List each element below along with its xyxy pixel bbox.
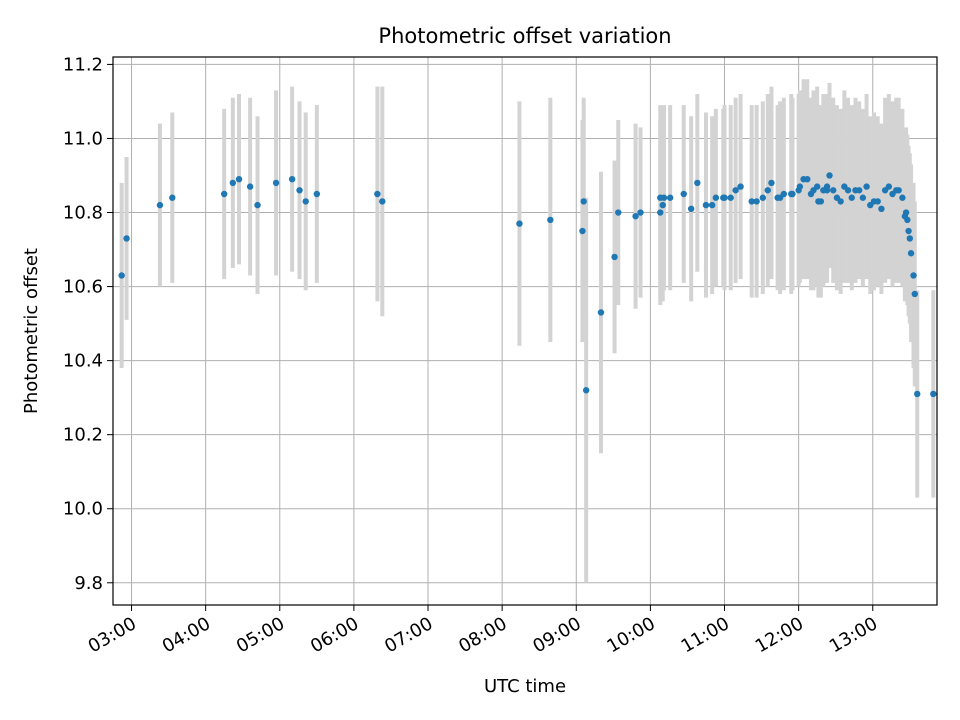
data-point <box>910 272 917 279</box>
y-tick-label: 10.8 <box>63 203 103 224</box>
y-tick-label: 10.0 <box>63 499 103 520</box>
data-point <box>637 209 644 216</box>
data-point <box>737 183 744 190</box>
data-point <box>859 194 867 201</box>
data-point <box>516 220 523 227</box>
data-point <box>748 198 755 205</box>
data-point <box>156 201 164 209</box>
data-point <box>830 187 837 194</box>
data-point <box>732 187 739 194</box>
data-point <box>899 194 906 201</box>
data-point <box>660 194 668 201</box>
data-point <box>302 198 309 205</box>
data-point <box>930 390 937 398</box>
data-point <box>708 201 716 209</box>
data-point <box>666 194 674 201</box>
data-point <box>759 194 767 201</box>
data-point <box>855 187 863 194</box>
data-point <box>254 201 261 209</box>
data-point <box>547 216 554 224</box>
data-point <box>712 194 720 201</box>
data-point <box>611 253 618 261</box>
data-point <box>229 179 237 187</box>
data-point <box>796 183 804 190</box>
y-tick-label: 10.2 <box>63 425 103 446</box>
data-point <box>753 198 760 205</box>
data-point <box>694 179 701 187</box>
axes-frame <box>112 56 938 606</box>
data-point <box>907 250 915 257</box>
data-point <box>878 205 885 213</box>
data-point <box>848 194 855 201</box>
y-axis-label: Photometric offset <box>21 248 42 414</box>
data-point <box>914 390 921 398</box>
data-point <box>905 227 912 235</box>
y-tick-label: 10.6 <box>63 277 103 298</box>
data-point <box>837 198 844 205</box>
data-point <box>804 175 811 183</box>
data-point <box>296 187 303 194</box>
data-point <box>118 272 125 279</box>
data-point <box>288 175 296 183</box>
data-point <box>904 216 911 224</box>
data-point <box>823 187 831 194</box>
chart-title: Photometric offset variation <box>378 24 671 48</box>
data-point <box>659 201 666 209</box>
data-point <box>657 209 664 216</box>
data-point <box>632 213 639 220</box>
x-axis-label: UTC time <box>484 676 566 697</box>
data-point <box>906 235 914 242</box>
data-point <box>123 235 130 242</box>
data-point <box>789 190 796 198</box>
data-point <box>817 198 825 205</box>
data-point <box>813 183 821 190</box>
data-point <box>379 198 386 205</box>
data-point <box>885 183 893 190</box>
data-point <box>615 209 622 216</box>
data-point <box>902 209 910 216</box>
data-point <box>579 227 586 235</box>
data-point <box>220 190 228 198</box>
data-point <box>680 190 687 198</box>
y-tick-label: 11.2 <box>63 54 103 75</box>
y-tick-label: 10.4 <box>63 351 103 372</box>
data-point <box>844 187 852 194</box>
data-point <box>863 183 870 190</box>
y-tick-label: 9.8 <box>74 573 103 594</box>
data-point <box>687 205 695 213</box>
data-point <box>911 290 918 298</box>
point-layer <box>118 172 937 398</box>
data-point <box>169 194 176 201</box>
data-point <box>272 179 280 187</box>
data-point <box>780 190 788 198</box>
data-point <box>702 201 710 209</box>
data-point <box>235 175 243 183</box>
data-point <box>246 183 254 190</box>
data-point <box>874 198 881 205</box>
data-point <box>580 198 587 205</box>
data-point <box>768 179 775 187</box>
data-point <box>582 387 590 394</box>
data-point <box>721 194 728 201</box>
y-tick-label: 11.0 <box>63 128 103 149</box>
data-point <box>826 172 833 179</box>
data-point <box>764 187 771 194</box>
data-point <box>313 190 321 198</box>
data-point <box>895 187 902 194</box>
data-point <box>597 309 605 316</box>
data-point <box>727 194 734 201</box>
data-point <box>374 190 381 198</box>
